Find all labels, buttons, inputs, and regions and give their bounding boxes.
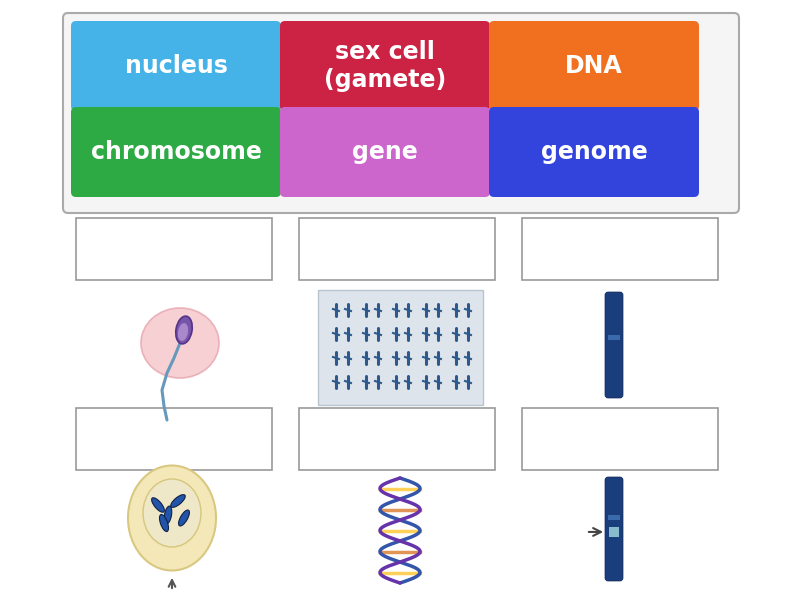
Ellipse shape (164, 506, 172, 524)
Text: gene: gene (352, 140, 418, 164)
FancyBboxPatch shape (71, 21, 281, 111)
Ellipse shape (159, 514, 169, 532)
FancyBboxPatch shape (489, 107, 699, 197)
FancyBboxPatch shape (299, 218, 495, 280)
Text: chromosome: chromosome (90, 140, 262, 164)
Ellipse shape (170, 494, 186, 508)
Ellipse shape (176, 316, 192, 344)
Text: genome: genome (541, 140, 647, 164)
Text: DNA: DNA (565, 54, 623, 78)
Ellipse shape (178, 510, 190, 526)
FancyBboxPatch shape (76, 408, 272, 470)
FancyBboxPatch shape (608, 335, 620, 340)
FancyBboxPatch shape (318, 290, 483, 405)
Text: sex cell
(gamete): sex cell (gamete) (324, 40, 446, 92)
FancyBboxPatch shape (280, 21, 490, 111)
FancyBboxPatch shape (522, 408, 718, 470)
FancyBboxPatch shape (63, 13, 739, 213)
FancyBboxPatch shape (299, 408, 495, 470)
FancyBboxPatch shape (608, 515, 620, 520)
Ellipse shape (143, 479, 201, 547)
FancyBboxPatch shape (522, 218, 718, 280)
FancyBboxPatch shape (605, 292, 623, 398)
FancyBboxPatch shape (605, 477, 623, 581)
Ellipse shape (128, 466, 216, 571)
FancyBboxPatch shape (609, 527, 619, 537)
Ellipse shape (141, 308, 219, 378)
FancyBboxPatch shape (76, 218, 272, 280)
FancyBboxPatch shape (280, 107, 490, 197)
Text: nucleus: nucleus (125, 54, 227, 78)
Ellipse shape (178, 323, 188, 341)
Ellipse shape (152, 498, 164, 512)
FancyBboxPatch shape (489, 21, 699, 111)
FancyBboxPatch shape (71, 107, 281, 197)
